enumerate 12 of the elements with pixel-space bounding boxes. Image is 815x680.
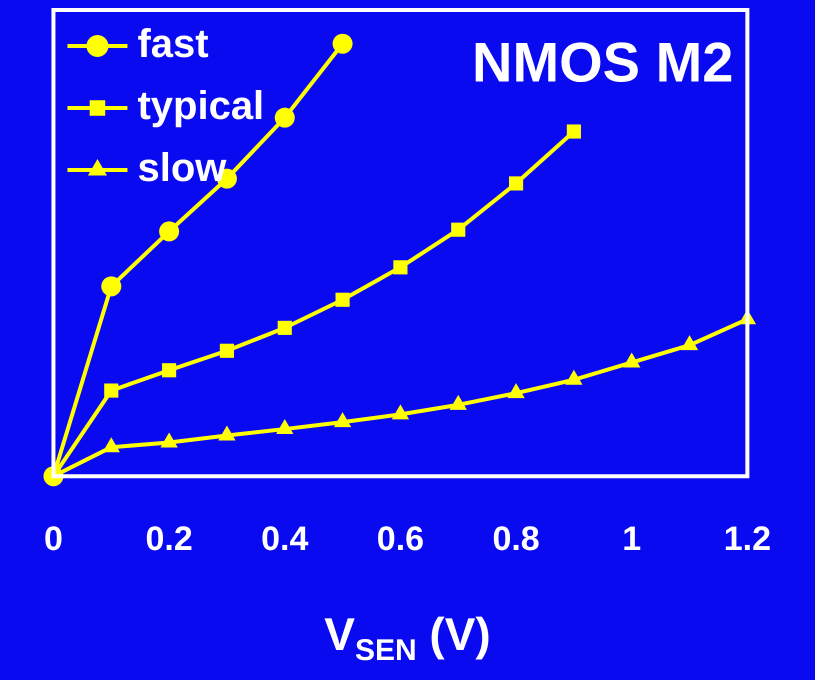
x-tick-label: 0	[44, 520, 63, 558]
legend-label: fast	[137, 22, 209, 66]
x-tick-label: 0.2	[145, 520, 193, 558]
legend-label: typical	[137, 84, 264, 128]
x-axis-title: V$_{SEN}$ (V)	[323, 607, 492, 670]
chart-title: NMOS M2	[472, 30, 734, 94]
legend-label: slow	[137, 146, 228, 190]
x-tick-label: 0.8	[492, 520, 540, 558]
x-tick-label: 0.4	[261, 520, 308, 558]
x-tick-label: 0.6	[376, 520, 424, 558]
x-tick-label: 1.2	[724, 520, 771, 558]
x-tick-label: 1	[622, 520, 642, 558]
